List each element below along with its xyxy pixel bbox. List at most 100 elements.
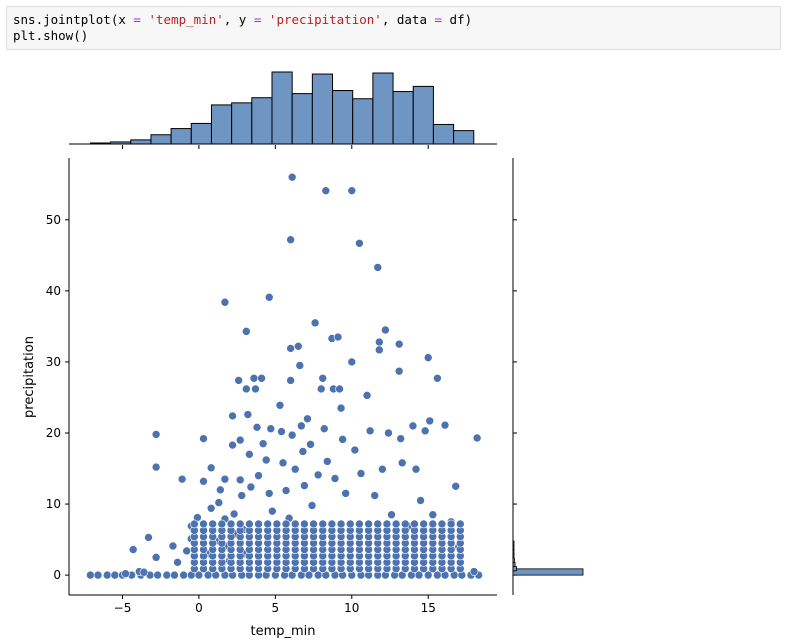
- scatter-point: [93, 570, 103, 580]
- scatter-point: [242, 327, 251, 336]
- marginal-y-bar: [512, 540, 515, 546]
- scatter-point: [356, 469, 366, 478]
- scatter-point: [246, 482, 256, 492]
- marginal-y-bar: [512, 568, 584, 576]
- scatter-point: [206, 463, 216, 473]
- scatter-point: [333, 332, 343, 342]
- scatter-point: [173, 558, 182, 567]
- scatter-point: [168, 541, 178, 551]
- scatter-point: [364, 519, 373, 529]
- marginal-x-bar: [412, 85, 434, 145]
- x-tick-label: 0: [195, 601, 203, 615]
- marginal-x-bar: [311, 73, 334, 145]
- scatter-point: [414, 570, 424, 580]
- code-token: , data: [381, 12, 435, 27]
- marginal-x-bar: [251, 97, 273, 145]
- scatter-point: [446, 519, 456, 529]
- y-tick-label: 20: [46, 426, 61, 440]
- code-line-1: sns.jointplot(x = 'temp_min', y = 'preci…: [13, 12, 774, 28]
- scatter-point: [286, 235, 295, 245]
- scatter-point: [242, 384, 251, 394]
- scatter-point: [214, 498, 224, 507]
- scatter-point: [228, 440, 237, 450]
- scatter-point: [278, 458, 288, 468]
- scatter-point: [355, 519, 364, 529]
- scatter-point: [220, 297, 230, 307]
- scatter-plot: −5 0 5 10 15 0 10 20 30 40 50: [46, 158, 497, 615]
- scatter-point: [243, 410, 253, 419]
- scatter-point: [287, 172, 297, 182]
- scatter-point: [300, 481, 309, 490]
- x-tick-label: 5: [272, 601, 280, 615]
- scatter-point: [235, 519, 245, 529]
- marginal-x-bar: [271, 71, 293, 145]
- scatter-point: [229, 509, 239, 519]
- scatter-point: [341, 489, 350, 498]
- scatter-point: [110, 570, 120, 580]
- scatter-point: [327, 519, 337, 529]
- scatter-point: [264, 292, 274, 302]
- scatter-point: [290, 464, 300, 474]
- marginal-x-bar: [190, 122, 212, 145]
- scatter-point: [306, 440, 315, 449]
- scatter-point: [252, 423, 262, 432]
- scatter-point: [384, 428, 393, 438]
- scatter-point: [153, 570, 162, 580]
- scatter-point: [350, 445, 360, 455]
- scatter-point: [411, 464, 421, 474]
- scatter-point: [261, 455, 271, 465]
- scatter-point: [410, 519, 419, 529]
- code-cell[interactable]: sns.jointplot(x = 'temp_min', y = 'preci…: [6, 6, 781, 50]
- marginal-y-bar: [512, 553, 515, 559]
- scatter-point: [281, 519, 291, 529]
- marginal-x-bar: [453, 130, 475, 145]
- scatter-point: [199, 434, 208, 443]
- scatter-point: [304, 570, 314, 580]
- scatter-point: [228, 411, 237, 421]
- scatter-point: [226, 519, 236, 529]
- scatter-point: [394, 366, 404, 376]
- x-tick-label: 15: [421, 601, 436, 615]
- scatter-point: [297, 421, 306, 431]
- scatter-point: [254, 471, 263, 480]
- scatter-point: [234, 376, 243, 385]
- scatter-point: [451, 481, 461, 491]
- scatter-point: [309, 519, 318, 529]
- scatter-point: [216, 485, 225, 495]
- scatter-point: [217, 519, 227, 529]
- scatter-point: [177, 474, 187, 484]
- marginal-x-bar: [89, 142, 112, 145]
- scatter-point: [235, 435, 245, 445]
- scatter-point: [347, 357, 357, 367]
- x-axis-label: temp_min: [250, 624, 315, 639]
- y-axis-label: precipitation: [22, 336, 37, 418]
- marginal-x-bar: [170, 128, 192, 145]
- scatter-point: [286, 344, 295, 353]
- scatter-point: [194, 570, 204, 580]
- scatter-point: [257, 373, 266, 383]
- scatter-point: [365, 426, 375, 436]
- scatter-point: [394, 339, 404, 349]
- scatter-point: [408, 421, 418, 431]
- scatter-point: [316, 384, 326, 394]
- scatter-point: [374, 345, 384, 355]
- marginal-x-bar: [110, 141, 132, 145]
- code-token: , y: [223, 12, 254, 27]
- marginal-x-bar: [130, 139, 152, 145]
- code-token: [261, 12, 269, 27]
- scatter-point: [440, 420, 450, 430]
- scatter-point: [420, 426, 430, 436]
- y-tick-label: 10: [46, 497, 61, 511]
- scatter-point: [151, 553, 161, 562]
- marginal-x-bar: [392, 91, 414, 145]
- scatter-point: [387, 510, 396, 520]
- x-tick-label: −5: [114, 601, 132, 615]
- scatter-point: [208, 519, 217, 529]
- scatter-point: [206, 504, 216, 513]
- code-token: df): [442, 12, 473, 27]
- scatter-point: [86, 570, 95, 580]
- scatter-point: [245, 450, 254, 459]
- marginal-x-bar: [291, 93, 313, 145]
- scatter-point: [425, 416, 435, 426]
- scatter-point: [275, 400, 285, 410]
